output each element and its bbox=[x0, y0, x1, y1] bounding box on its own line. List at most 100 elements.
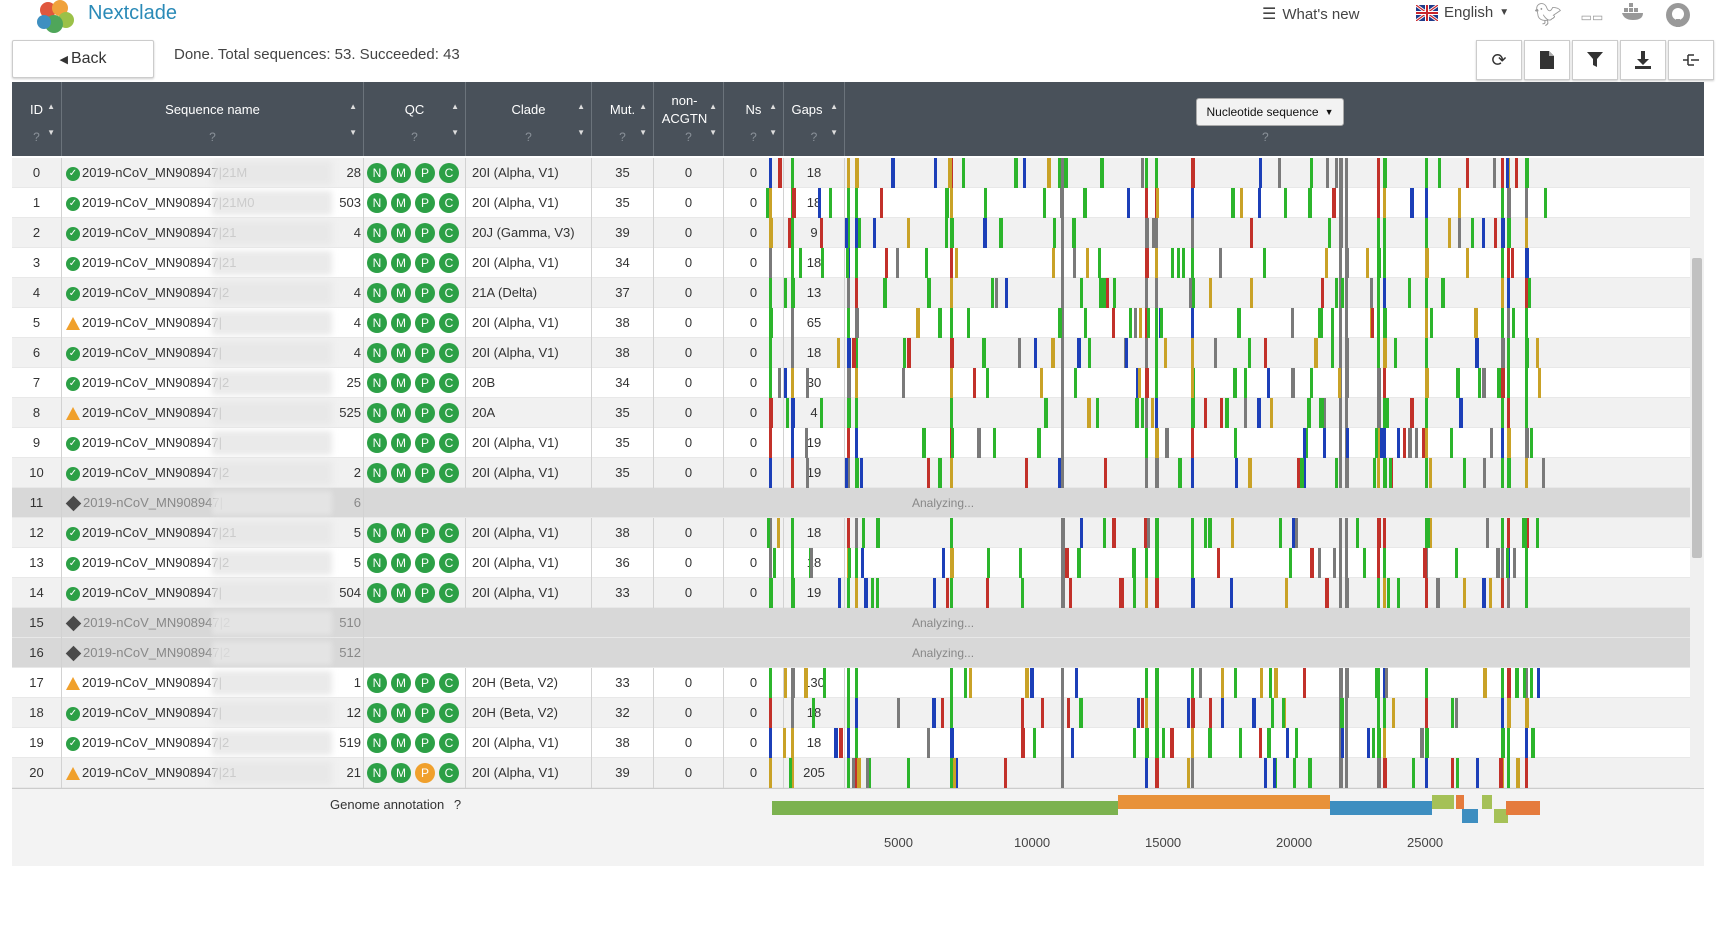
mutation-marker[interactable] bbox=[1033, 728, 1036, 758]
qc-badge-n[interactable]: N bbox=[367, 463, 387, 483]
mutation-marker[interactable] bbox=[818, 188, 821, 218]
mutation-marker[interactable] bbox=[1018, 338, 1021, 368]
qc-badge-m[interactable]: M bbox=[391, 583, 411, 603]
qc-badge-p[interactable]: P bbox=[415, 343, 435, 363]
mutation-marker[interactable] bbox=[1410, 188, 1414, 218]
qc-badge-n[interactable]: N bbox=[367, 343, 387, 363]
mutation-marker[interactable] bbox=[1425, 758, 1428, 788]
mutation-marker[interactable] bbox=[1339, 248, 1342, 278]
sort-icon[interactable]: ▲ ▼ bbox=[769, 102, 777, 137]
mutation-marker[interactable] bbox=[1339, 578, 1342, 608]
mutation-marker[interactable] bbox=[1507, 218, 1511, 248]
mutation-marker[interactable] bbox=[1284, 188, 1287, 218]
mutation-marker[interactable] bbox=[1127, 188, 1130, 218]
mutation-marker[interactable] bbox=[1304, 428, 1308, 458]
mutation-marker[interactable] bbox=[1536, 518, 1539, 548]
mutation-marker[interactable] bbox=[1061, 458, 1064, 488]
mutation-track[interactable] bbox=[765, 518, 1551, 548]
mutation-track[interactable] bbox=[765, 698, 1551, 728]
mutation-track[interactable] bbox=[765, 578, 1551, 608]
gene-block[interactable] bbox=[1118, 795, 1330, 809]
qc-badge-p[interactable]: P bbox=[415, 403, 435, 423]
mutation-marker[interactable] bbox=[1377, 158, 1380, 188]
sort-icon[interactable]: ▲ ▼ bbox=[830, 102, 838, 137]
mutation-marker[interactable] bbox=[1530, 428, 1533, 458]
mutation-marker[interactable] bbox=[1250, 218, 1253, 248]
mutation-marker[interactable] bbox=[1489, 578, 1492, 608]
mutation-marker[interactable] bbox=[1077, 338, 1081, 368]
qc-badge-c[interactable]: C bbox=[439, 733, 459, 753]
mutation-marker[interactable] bbox=[1047, 158, 1051, 188]
mutation-marker[interactable] bbox=[1363, 548, 1366, 578]
col-mutations[interactable]: Mut. ? ▲ ▼ bbox=[592, 82, 654, 156]
mutation-marker[interactable] bbox=[1501, 578, 1504, 608]
mutation-marker[interactable] bbox=[1145, 548, 1148, 578]
help-icon[interactable]: ? bbox=[810, 130, 818, 144]
qc-badge-m[interactable]: M bbox=[391, 403, 411, 423]
mutation-marker[interactable] bbox=[1375, 668, 1379, 698]
mutation-marker[interactable] bbox=[1264, 338, 1267, 368]
mutation-marker[interactable] bbox=[868, 758, 871, 788]
mutation-marker[interactable] bbox=[1214, 338, 1217, 368]
nextclade-logo[interactable] bbox=[36, 0, 76, 36]
mutation-marker[interactable] bbox=[1377, 338, 1380, 368]
mutation-marker[interactable] bbox=[1133, 728, 1136, 758]
mutation-marker[interactable] bbox=[1204, 398, 1207, 428]
mutation-marker[interactable] bbox=[871, 578, 874, 608]
mutation-marker[interactable] bbox=[1383, 308, 1387, 338]
mutation-marker[interactable] bbox=[1425, 248, 1429, 278]
mutation-marker[interactable] bbox=[1476, 758, 1479, 788]
mutation-marker[interactable] bbox=[1132, 548, 1136, 578]
table-row[interactable]: 7 ✓ 2019-nCoV_MN908947|2 25 N M P C 20B 34 0 0 30 bbox=[12, 368, 1704, 398]
mutation-marker[interactable] bbox=[845, 458, 848, 488]
mutation-marker[interactable] bbox=[1152, 218, 1156, 248]
mutation-marker[interactable] bbox=[1501, 728, 1505, 758]
mutation-marker[interactable] bbox=[1021, 578, 1024, 608]
mutation-marker[interactable] bbox=[1209, 698, 1212, 728]
qc-badge-n[interactable]: N bbox=[367, 433, 387, 453]
mutation-marker[interactable] bbox=[791, 158, 794, 188]
mutation-marker[interactable] bbox=[1429, 458, 1432, 488]
mutation-marker[interactable] bbox=[1155, 308, 1158, 338]
mutation-marker[interactable] bbox=[1345, 308, 1348, 338]
mutation-marker[interactable] bbox=[1225, 398, 1229, 428]
mutation-marker[interactable] bbox=[1377, 728, 1381, 758]
mutation-marker[interactable] bbox=[1331, 308, 1334, 338]
mutation-marker[interactable] bbox=[1345, 398, 1348, 428]
mutation-marker[interactable] bbox=[1145, 248, 1149, 278]
mutation-marker[interactable] bbox=[1459, 398, 1463, 428]
mutation-marker[interactable] bbox=[1383, 458, 1387, 488]
twitter-icon[interactable]: 🐦︎ bbox=[1534, 2, 1562, 27]
mutation-marker[interactable] bbox=[1191, 308, 1194, 338]
mutation-marker[interactable] bbox=[1269, 668, 1272, 698]
mutation-marker[interactable] bbox=[1345, 728, 1348, 758]
mutation-marker[interactable] bbox=[1139, 308, 1142, 338]
mutation-marker[interactable] bbox=[1178, 458, 1182, 488]
mutation-marker[interactable] bbox=[1295, 518, 1298, 548]
mutation-marker[interactable] bbox=[1425, 368, 1429, 398]
mutation-marker[interactable] bbox=[927, 728, 930, 758]
mutation-marker[interactable] bbox=[1451, 758, 1454, 788]
mutation-marker[interactable] bbox=[1463, 458, 1466, 488]
qc-badge-c[interactable]: C bbox=[439, 343, 459, 363]
mutation-marker[interactable] bbox=[1061, 728, 1064, 758]
mutation-marker[interactable] bbox=[1231, 518, 1234, 548]
mutation-marker[interactable] bbox=[855, 308, 859, 338]
mutation-marker[interactable] bbox=[1323, 398, 1326, 428]
qc-badge-p[interactable]: P bbox=[415, 313, 435, 333]
gene-block[interactable] bbox=[1494, 809, 1508, 823]
mutation-marker[interactable] bbox=[778, 368, 781, 398]
mutation-track[interactable] bbox=[765, 548, 1551, 578]
mutation-marker[interactable] bbox=[1155, 158, 1158, 188]
mutation-marker[interactable] bbox=[792, 188, 796, 218]
qc-badge-m[interactable]: M bbox=[391, 763, 411, 783]
mutation-marker[interactable] bbox=[1023, 158, 1026, 188]
mutation-marker[interactable] bbox=[1260, 668, 1263, 698]
mutation-marker[interactable] bbox=[950, 668, 953, 698]
mutation-marker[interactable] bbox=[1425, 218, 1428, 248]
mutation-marker[interactable] bbox=[784, 368, 787, 398]
mutation-marker[interactable] bbox=[1425, 428, 1428, 458]
mutation-marker[interactable] bbox=[1219, 248, 1222, 278]
qc-badge-n[interactable]: N bbox=[367, 403, 387, 423]
mutation-marker[interactable] bbox=[1513, 548, 1516, 578]
